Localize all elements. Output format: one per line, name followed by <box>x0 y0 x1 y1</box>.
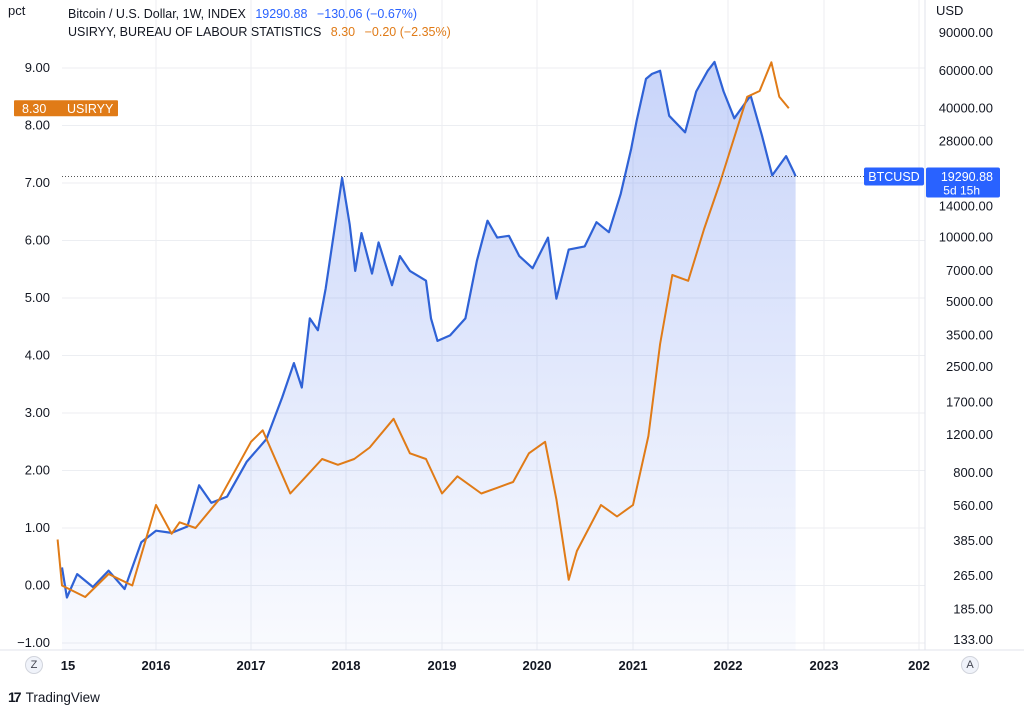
right-tick-label: 185.00 <box>953 601 993 616</box>
x-tick-label: 2016 <box>142 658 171 673</box>
left-tick-label: 1.00 <box>25 520 50 535</box>
x-tick-label: 2023 <box>810 658 839 673</box>
btc-area-fill <box>62 61 796 650</box>
btc-badge-value-bg <box>926 167 1000 198</box>
cpi-legend[interactable]: USIRYY, BUREAU OF LABOUR STATISTICS 8.30… <box>68 25 457 39</box>
right-tick-label: 1200.00 <box>946 427 993 442</box>
left-tick-label: 5.00 <box>25 290 50 305</box>
right-tick-label: 40000.00 <box>939 101 993 116</box>
left-tick-label: −1.00 <box>17 635 50 650</box>
left-tick-label: 0.00 <box>25 578 50 593</box>
btc-badge-name: BTCUSD <box>868 170 919 184</box>
auto-scale-toggle-button[interactable]: A <box>961 656 979 674</box>
right-tick-label: 28000.00 <box>939 134 993 149</box>
left-tick-label: 3.00 <box>25 405 50 420</box>
tradingview-brand-label: TradingView <box>25 689 100 705</box>
btc-series-line <box>60 60 797 599</box>
right-axis-title: USD <box>936 3 963 18</box>
x-tick-label: 15 <box>61 658 75 673</box>
right-tick-label: 385.00 <box>953 533 993 548</box>
tradingview-logo-icon: 17 <box>8 689 22 705</box>
tradingview-brand[interactable]: 17 TradingView <box>8 689 100 705</box>
right-tick-label: 560.00 <box>953 498 993 513</box>
x-tick-label: 2019 <box>428 658 457 673</box>
x-tick-label: 2017 <box>237 658 266 673</box>
btc-legend-name: Bitcoin / U.S. Dollar, 1W, INDEX <box>68 7 246 21</box>
x-tick-label: 2018 <box>332 658 361 673</box>
btc-legend-change: −130.06 (−0.67%) <box>316 7 418 21</box>
btc-badge-name-bg <box>864 167 924 186</box>
right-axis: 90000.0060000.0040000.0028000.0020000.00… <box>939 25 993 647</box>
right-tick-label: 14000.00 <box>939 198 993 213</box>
cpi-legend-name: USIRYY, BUREAU OF LABOUR STATISTICS <box>68 25 322 39</box>
cpi-legend-change: −0.20 (−2.35%) <box>364 25 451 39</box>
cpi-badge-name: USIRYY <box>67 102 114 116</box>
cpi-badge-value: 8.30 <box>22 102 46 116</box>
left-tick-label: 6.00 <box>25 233 50 248</box>
x-tick-label: 2020 <box>523 658 552 673</box>
right-tick-label: 133.00 <box>953 632 993 647</box>
x-axis: 15 2016 2017 2018 2019 2020 2021 2022 2023 202 <box>61 658 930 673</box>
right-tick-label: 2500.00 <box>946 359 993 374</box>
cpi-series-line <box>56 61 790 598</box>
left-tick-label: 4.00 <box>25 348 50 363</box>
right-tick-label: 1700.00 <box>946 395 993 410</box>
right-tick-label: 7000.00 <box>946 263 993 278</box>
x-tick-label: 2021 <box>619 658 648 673</box>
cpi-legend-value: 8.30 <box>330 25 356 39</box>
x-tick-label: 202 <box>908 658 930 673</box>
right-tick-label: 10000.00 <box>939 230 993 245</box>
left-tick-label: 8.00 <box>25 118 50 133</box>
left-tick-label: 2.00 <box>25 463 50 478</box>
left-tick-label: 7.00 <box>25 175 50 190</box>
right-tick-label: 265.00 <box>953 568 993 583</box>
right-tick-label: 60000.00 <box>939 63 993 78</box>
btc-legend-value: 19290.88 <box>255 7 308 21</box>
log-scale-toggle-button[interactable]: Z <box>25 656 43 674</box>
right-tick-label: 3500.00 <box>946 327 993 342</box>
left-tick-label: 9.00 <box>25 60 50 75</box>
cpi-badge-bg <box>14 100 118 117</box>
series-layer <box>56 60 797 650</box>
left-axis: 9.00 8.00 7.00 6.00 5.00 4.00 3.00 2.00 1.00 0.00… <box>17 60 50 650</box>
btc-badge-countdown: 5d 15h <box>943 183 980 197</box>
right-tick-label: 90000.00 <box>939 25 993 40</box>
right-tick-label: 5000.00 <box>946 294 993 309</box>
left-axis-title: pct <box>8 3 26 18</box>
btc-badge-value: 19290.88 <box>941 170 993 184</box>
btc-legend[interactable]: Bitcoin / U.S. Dollar, 1W, INDEX 19290.8… <box>68 7 423 21</box>
x-tick-label: 2022 <box>714 658 743 673</box>
right-tick-label: 800.00 <box>953 465 993 480</box>
